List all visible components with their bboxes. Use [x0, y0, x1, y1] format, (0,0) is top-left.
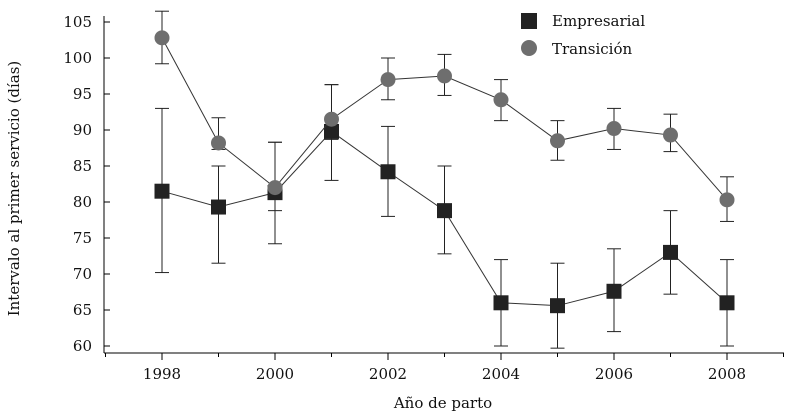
data-point: [324, 111, 339, 127]
data-point: [663, 127, 678, 143]
data-point: [154, 30, 170, 46]
x-tick-label: 2006: [595, 365, 633, 383]
series-empresarial: [154, 84, 735, 349]
data-point: [719, 295, 735, 311]
series-transicion: [154, 10, 735, 222]
y-tick-label: 85: [73, 157, 92, 175]
data-point: [550, 298, 565, 314]
y-tick-label: 100: [63, 49, 92, 67]
legend-marker-empresarial: [521, 13, 537, 29]
x-tick-label: 2000: [256, 365, 294, 383]
data-point: [211, 135, 226, 151]
data-point: [606, 283, 622, 299]
data-point: [211, 199, 226, 215]
data-point: [437, 203, 452, 219]
legend: Empresarial Transición: [521, 12, 645, 58]
data-point: [154, 183, 170, 199]
plot-area: [154, 10, 735, 349]
y-tick-label: 90: [73, 121, 92, 139]
data-point: [380, 72, 396, 88]
data-point: [267, 180, 283, 196]
data-point: [606, 121, 622, 137]
data-point: [550, 133, 565, 149]
x-tick-label: 2008: [708, 365, 746, 383]
legend-marker-transicion: [521, 40, 537, 56]
y-tick-label: 80: [73, 193, 92, 211]
x-tick-label: 2002: [369, 365, 407, 383]
data-point: [493, 92, 509, 108]
data-point: [719, 192, 735, 208]
legend-label-empresarial: Empresarial: [552, 12, 645, 30]
data-point: [493, 295, 509, 311]
x-axis: 1998 2000 2002 2004 2006 2008: [104, 352, 784, 383]
x-tick-label: 1998: [143, 365, 181, 383]
data-point: [437, 68, 452, 84]
x-axis-title: Año de parto: [393, 394, 492, 412]
legend-label-transicion: Transición: [552, 40, 633, 58]
y-axis-title: Intervalo al primer servicio (días): [5, 61, 23, 317]
y-tick-label: 70: [73, 265, 92, 283]
y-tick-label: 65: [73, 301, 92, 319]
data-point: [663, 244, 678, 260]
y-tick-label: 95: [73, 85, 92, 103]
y-axis: 60 65 70 75 80 85 90 95 100 105: [63, 13, 110, 355]
y-tick-label: 75: [73, 229, 92, 247]
y-tick-label: 105: [63, 13, 92, 31]
y-tick-label: 60: [73, 337, 92, 355]
x-tick-label: 2004: [482, 365, 520, 383]
data-point: [380, 164, 396, 180]
